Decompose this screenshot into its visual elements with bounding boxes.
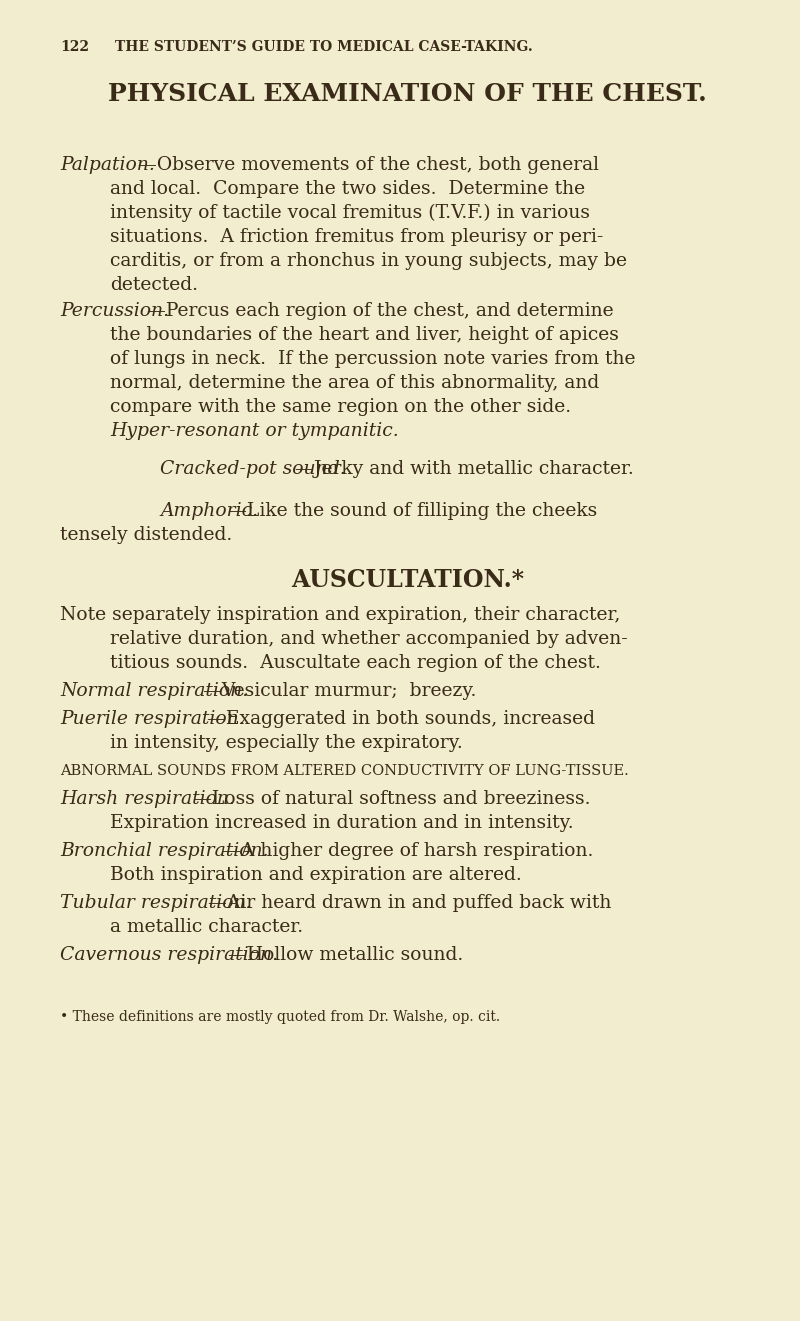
Text: —Percus each region of the chest, and determine: —Percus each region of the chest, and de… xyxy=(147,303,614,320)
Text: Palpation.: Palpation. xyxy=(60,156,155,174)
Text: of lungs in neck.  If the percussion note varies from the: of lungs in neck. If the percussion note… xyxy=(110,350,635,369)
Text: in intensity, especially the expiratory.: in intensity, especially the expiratory. xyxy=(110,734,462,752)
Text: —A higher degree of harsh respiration.: —A higher degree of harsh respiration. xyxy=(222,841,594,860)
Text: Normal respiration.: Normal respiration. xyxy=(60,682,248,700)
Text: • These definitions are mostly quoted from Dr. Walshe, op. cit.: • These definitions are mostly quoted fr… xyxy=(60,1011,500,1024)
Text: compare with the same region on the other side.: compare with the same region on the othe… xyxy=(110,398,571,416)
Text: Expiration increased in duration and in intensity.: Expiration increased in duration and in … xyxy=(110,814,574,832)
Text: Bronchial respiration.: Bronchial respiration. xyxy=(60,841,269,860)
Text: —Vesicular murmur;  breezy.: —Vesicular murmur; breezy. xyxy=(203,682,476,700)
Text: situations.  A friction fremitus from pleurisy or peri-: situations. A friction fremitus from ple… xyxy=(110,229,603,246)
Text: Harsh respiration.: Harsh respiration. xyxy=(60,790,235,808)
Text: —Air heard drawn in and puffed back with: —Air heard drawn in and puffed back with xyxy=(208,894,611,911)
Text: —Like the sound of filliping the cheeks: —Like the sound of filliping the cheeks xyxy=(228,502,598,520)
Text: 122: 122 xyxy=(60,40,89,54)
Text: Puerile respiration.: Puerile respiration. xyxy=(60,709,245,728)
Text: Tubular respiration.: Tubular respiration. xyxy=(60,894,252,911)
Text: Amphoric.: Amphoric. xyxy=(160,502,258,520)
Text: —Exaggerated in both sounds, increased: —Exaggerated in both sounds, increased xyxy=(207,709,595,728)
Text: ABNORMAL SOUNDS FROM ALTERED CONDUCTIVITY OF LUNG-TISSUE.: ABNORMAL SOUNDS FROM ALTERED CONDUCTIVIT… xyxy=(60,764,629,778)
Text: —Loss of natural softness and breeziness.: —Loss of natural softness and breeziness… xyxy=(193,790,590,808)
Text: —Observe movements of the chest, both general: —Observe movements of the chest, both ge… xyxy=(138,156,599,174)
Text: normal, determine the area of this abnormality, and: normal, determine the area of this abnor… xyxy=(110,374,599,392)
Text: Cracked-pot sound.: Cracked-pot sound. xyxy=(160,460,346,478)
Text: and local.  Compare the two sides.  Determine the: and local. Compare the two sides. Determ… xyxy=(110,180,585,198)
Text: relative duration, and whether accompanied by adven-: relative duration, and whether accompani… xyxy=(110,630,628,649)
Text: intensity of tactile vocal fremitus (T.V.F.) in various: intensity of tactile vocal fremitus (T.V… xyxy=(110,203,590,222)
Text: a metallic character.: a metallic character. xyxy=(110,918,303,937)
Text: PHYSICAL EXAMINATION OF THE CHEST.: PHYSICAL EXAMINATION OF THE CHEST. xyxy=(108,82,707,106)
Text: —Jerky and with metallic character.: —Jerky and with metallic character. xyxy=(295,460,634,478)
Text: Both inspiration and expiration are altered.: Both inspiration and expiration are alte… xyxy=(110,867,522,884)
Text: tensely distended.: tensely distended. xyxy=(60,526,232,544)
Text: THE STUDENT’S GUIDE TO MEDICAL CASE-TAKING.: THE STUDENT’S GUIDE TO MEDICAL CASE-TAKI… xyxy=(115,40,533,54)
Text: Note separately inspiration and expiration, their character,: Note separately inspiration and expirati… xyxy=(60,606,620,624)
Text: carditis, or from a rhonchus in young subjects, may be: carditis, or from a rhonchus in young su… xyxy=(110,252,627,269)
Text: —Hollow metallic sound.: —Hollow metallic sound. xyxy=(228,946,463,964)
Text: detected.: detected. xyxy=(110,276,198,295)
Text: AUSCULTATION.*: AUSCULTATION.* xyxy=(291,568,524,592)
Text: the boundaries of the heart and liver, height of apices: the boundaries of the heart and liver, h… xyxy=(110,326,619,343)
Text: Cavernous respiration.: Cavernous respiration. xyxy=(60,946,278,964)
Text: titious sounds.  Auscultate each region of the chest.: titious sounds. Auscultate each region o… xyxy=(110,654,601,672)
Text: Percussion.: Percussion. xyxy=(60,303,169,320)
Text: Hyper-resonant or tympanitic.: Hyper-resonant or tympanitic. xyxy=(110,421,398,440)
